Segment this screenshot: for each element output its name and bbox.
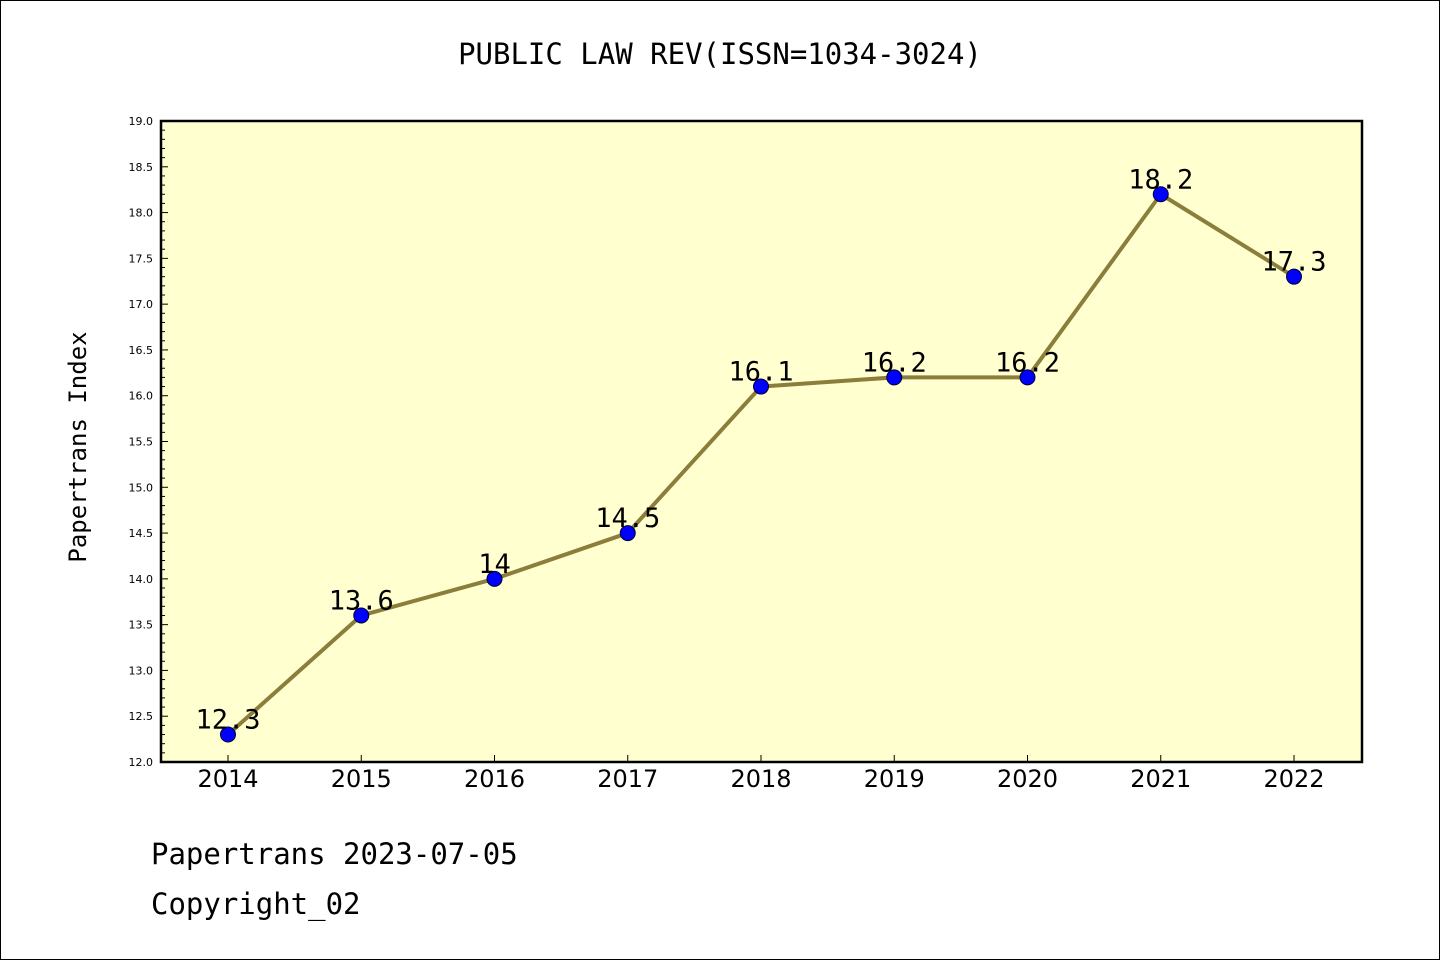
x-tick-label: 2017 [597, 765, 658, 793]
y-tick-label: 17.5 [129, 252, 154, 265]
x-tick-label: 2018 [730, 765, 791, 793]
data-point [220, 726, 236, 743]
y-tick-label: 18.5 [129, 161, 154, 174]
y-tick-label: 13.5 [129, 619, 154, 632]
x-tick-label: 2019 [864, 765, 925, 793]
data-label: 16.1 [728, 357, 793, 388]
data-point [353, 607, 370, 624]
data-point [1019, 369, 1036, 386]
data-label: 14 [478, 549, 511, 580]
x-tick-label: 2015 [331, 765, 392, 793]
y-tick-label: 15.5 [129, 436, 154, 449]
data-label: 17.3 [1261, 247, 1326, 278]
x-tick-label: 2016 [464, 765, 525, 793]
x-tick-label: 2020 [997, 765, 1058, 793]
data-point [1286, 268, 1302, 285]
data-label: 12.3 [195, 705, 260, 736]
data-label: 18.2 [1128, 164, 1193, 195]
y-tick-label: 16.5 [129, 344, 154, 357]
x-tick-label: 2014 [197, 765, 258, 793]
data-label: 16.2 [995, 347, 1060, 378]
y-tick-label: 17.0 [129, 298, 154, 311]
y-tick-label: 14.5 [129, 527, 154, 540]
y-tick-label: 16.0 [129, 390, 154, 403]
y-tick-label: 15.0 [129, 481, 154, 494]
plot-frame [159, 119, 1364, 764]
plot-area [161, 121, 1362, 762]
data-point [486, 570, 503, 587]
x-axis: 2014 2015 2016 2017 2018 2019 2020 2021 2022 [197, 755, 1325, 793]
y-tick-label: 13.0 [129, 664, 154, 677]
y-tick-label: 12.0 [129, 756, 154, 769]
footer-date: Papertrans 2023-07-05 [151, 837, 518, 871]
y-axis-label: Papertrans Index [64, 331, 92, 562]
chart-title: PUBLIC LAW REV(ISSN=1034-3024) [458, 37, 982, 71]
data-point [753, 378, 769, 395]
x-tick-label: 2021 [1130, 765, 1191, 793]
data-label: 14.5 [595, 503, 660, 534]
data-point [1152, 186, 1169, 203]
data-labels: 12.3 13.6 14 14.5 16.1 16.2 16.2 18.2 17.3 [195, 164, 1326, 735]
y-tick-label: 12.5 [129, 710, 154, 723]
data-markers [220, 186, 1302, 743]
data-label: 16.2 [862, 347, 927, 378]
y-tick-label: 19.0 [129, 115, 154, 128]
data-point [886, 369, 903, 386]
footer-copyright: Copyright_02 [151, 887, 361, 921]
data-point [619, 525, 636, 542]
data-label: 13.6 [329, 585, 394, 616]
y-axis: 12.0 12.5 13.0 13.5 14.0 14.5 15.0 15.5 16.0 16.5… [129, 115, 168, 769]
x-tick-label: 2022 [1263, 765, 1324, 793]
y-tick-label: 18.0 [129, 207, 154, 220]
y-tick-label: 14.0 [129, 573, 154, 586]
